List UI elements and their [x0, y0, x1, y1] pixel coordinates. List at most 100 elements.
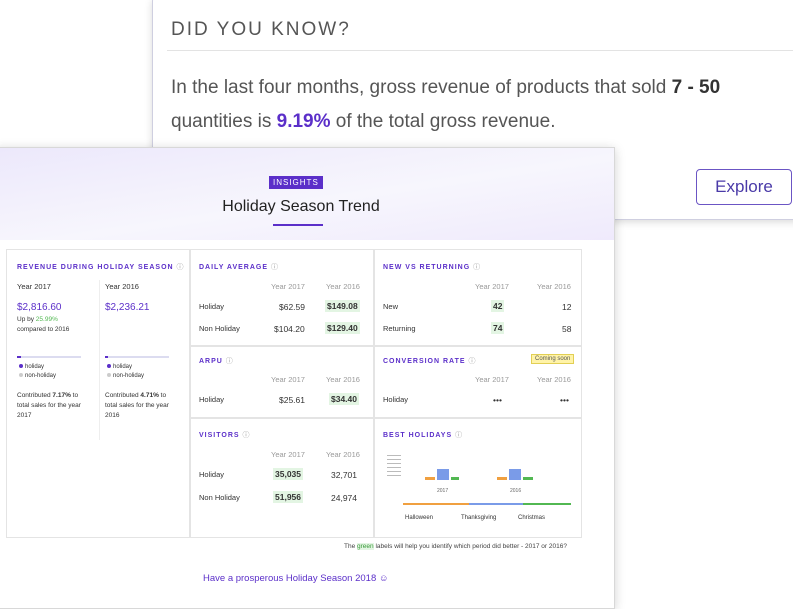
row-label: Holiday	[199, 302, 225, 311]
coming-soon-badge: Coming soon	[531, 354, 575, 364]
row-label: Holiday	[199, 470, 225, 479]
contribution-2016: Contributed 4.71% to	[105, 392, 167, 399]
value-2017-winner: 42	[491, 300, 505, 312]
best-holidays-panel: BEST HOLIDAYS ⓘ 2017 2016 Halloween Than…	[374, 418, 582, 538]
value-2017-winner: 35,035	[273, 468, 303, 480]
contribution-2017-line2: total sales for the year	[17, 402, 81, 409]
value-2016-winner: $34.40	[329, 393, 359, 405]
col-year-2016: Year 2016	[537, 282, 571, 291]
value-2016: 32,701	[331, 470, 357, 480]
year-b-label: 2016	[510, 488, 521, 494]
contribution-2016-year: 2016	[105, 412, 120, 419]
text-part: of the total gross revenue.	[330, 111, 556, 132]
non-holiday-dot-icon	[19, 373, 23, 378]
divider	[167, 50, 793, 51]
insights-badge: INSIGHTS	[269, 176, 323, 189]
legend-holiday: holiday	[19, 364, 44, 370]
col-year-2016: Year 2016	[537, 375, 571, 384]
info-icon[interactable]: ⓘ	[455, 432, 464, 439]
title-underline	[273, 224, 323, 226]
growth-percent: 25.99%	[35, 316, 58, 323]
holiday-share-bar-2017	[17, 356, 81, 358]
arpu-header: ARPU ⓘ	[199, 358, 234, 365]
contribution-2017: Contributed 7.17% to	[17, 392, 79, 399]
year-2017-label: Year 2017	[17, 282, 51, 291]
value-2017: $104.20	[274, 324, 305, 334]
col-year-2017: Year 2017	[475, 282, 509, 291]
revenue-percent: 9.19%	[276, 111, 331, 132]
holiday-dot-icon	[19, 364, 23, 369]
year-2016-label: Year 2016	[105, 282, 139, 291]
value-2017: •••	[493, 395, 502, 405]
value-2017-winner: 51,956	[273, 491, 303, 503]
row-label: Non Holiday	[199, 493, 240, 502]
col-year-2017: Year 2017	[475, 375, 509, 384]
column-divider	[99, 280, 100, 440]
row-label: Non Holiday	[199, 324, 240, 333]
info-icon[interactable]: ⓘ	[225, 358, 234, 365]
did-you-know-title: DID YOU KNOW?	[171, 19, 351, 40]
year-a-label: 2017	[437, 488, 448, 494]
holiday-label-christmas: Christmas	[518, 515, 546, 521]
contribution-2016-line2: total sales for the year	[105, 402, 169, 409]
revenue-2017-value: $2,816.60	[17, 302, 62, 313]
row-label: Returning	[383, 324, 416, 333]
value-2016-winner: $149.08	[325, 300, 360, 312]
info-icon[interactable]: ⓘ	[176, 264, 185, 271]
value-2017: $62.59	[279, 302, 305, 312]
row-label: Holiday	[383, 395, 409, 404]
report-title: Holiday Season Trend	[222, 198, 380, 215]
col-year-2016: Year 2016	[326, 375, 360, 384]
holiday-dot-icon	[107, 364, 111, 369]
legend-non-holiday: non-holiday	[19, 373, 56, 379]
green-label: green	[357, 543, 374, 550]
col-year-2017: Year 2017	[271, 375, 305, 384]
revenue-2016-value: $2,236.21	[105, 302, 150, 313]
arpu-panel: ARPU ⓘ Year 2017 Year 2016 Holiday $25.6…	[190, 346, 374, 418]
holiday-label-halloween: Halloween	[405, 515, 434, 521]
value-2016: 12	[562, 302, 572, 312]
timeline-orange	[403, 503, 469, 505]
revenue-header: REVENUE DURING HOLIDAY SEASON ⓘ	[17, 264, 185, 271]
legend-non-holiday: non-holiday	[107, 373, 144, 379]
info-icon[interactable]: ⓘ	[270, 264, 279, 271]
new-vs-returning-header: NEW VS RETURNING ⓘ	[383, 264, 482, 271]
best-holidays-header: BEST HOLIDAYS ⓘ	[383, 432, 464, 439]
holiday-report-card: INSIGHTS Holiday Season Trend REVENUE DU…	[0, 147, 615, 609]
value-2016: 24,974	[331, 493, 357, 503]
info-icon[interactable]: ⓘ	[242, 432, 251, 439]
row-label: Holiday	[199, 395, 225, 404]
col-year-2017: Year 2017	[271, 282, 305, 291]
visitors-header: VISITORS ⓘ	[199, 432, 251, 439]
legend-holiday: holiday	[107, 364, 132, 370]
conversion-rate-header: CONVERSION RATE ⓘ	[383, 358, 477, 365]
contribution-2017-year: 2017	[17, 412, 32, 419]
bar-thanksgiving-2017	[437, 469, 449, 480]
col-year-2017: Year 2017	[271, 450, 305, 459]
value-2017-winner: 74	[491, 322, 505, 334]
growth-compare: compared to 2016	[17, 326, 70, 333]
holiday-share-bar-2016	[105, 356, 169, 358]
text-part: quantities is	[171, 111, 277, 132]
value-2016-winner: $129.40	[325, 322, 360, 334]
new-vs-returning-panel: NEW VS RETURNING ⓘ Year 2017 Year 2016 N…	[374, 249, 582, 346]
daily-average-panel: DAILY AVERAGE ⓘ Year 2017 Year 2016 Holi…	[190, 249, 374, 346]
row-label: New	[383, 302, 399, 311]
footnote: The green labels will help you identify …	[344, 543, 567, 550]
did-you-know-text: In the last four months, gross revenue o…	[171, 71, 791, 139]
value-2016: •••	[560, 395, 569, 405]
bar-halloween-2016	[497, 477, 507, 480]
info-icon[interactable]: ⓘ	[473, 264, 482, 271]
chart-axis-ticks	[387, 455, 401, 476]
timeline-green	[523, 503, 571, 505]
value-2017: $25.61	[279, 395, 305, 405]
bar-christmas-2016	[523, 477, 533, 480]
quantity-range: 7 - 50	[671, 77, 721, 98]
info-icon[interactable]: ⓘ	[468, 358, 477, 365]
holiday-label-thanksgiving: Thanksgiving	[461, 515, 497, 521]
growth-text: Up by 25.99%	[17, 316, 58, 323]
text-part: In the last four months, gross revenue o…	[171, 77, 672, 98]
value-2016: 58	[562, 324, 572, 334]
explore-button[interactable]: Explore	[696, 169, 792, 205]
col-year-2016: Year 2016	[326, 282, 360, 291]
